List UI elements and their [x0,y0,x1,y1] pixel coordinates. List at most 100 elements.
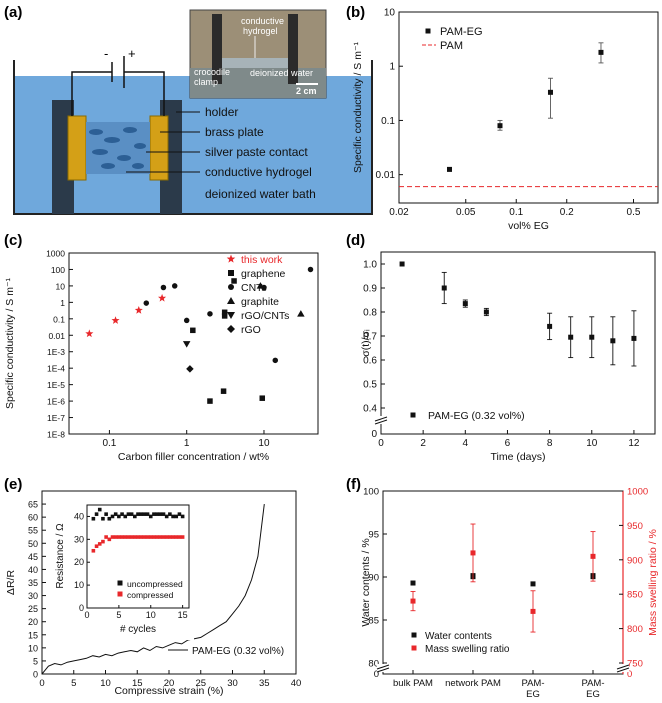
photo-holder-left [212,14,222,84]
y-tick-label: 0 [374,669,379,680]
inset-data-point [91,548,96,553]
y-tick-label: 35 [28,578,38,588]
y2-tick-label: 0 [627,669,632,680]
axis-break-mark [616,664,630,670]
legend-label: Water contents [425,631,492,642]
inset-x-axis-label: # cycles [120,624,156,635]
plot-frame [68,252,319,435]
data-point [220,388,227,394]
y-tick-label: 800 [627,624,643,635]
data-point [598,49,604,55]
y-tick-label: 55 [28,526,38,536]
label-silver-paste: silver paste contact [205,145,308,159]
inset-data-point [139,535,143,539]
legend-label: Mass swelling ratio [425,644,510,655]
x-tick-label: 5 [71,678,76,689]
inset-y-tick-label: 10 [74,580,84,590]
y-tick-label: 1E-7 [47,413,65,423]
x-tick-label: 40 [291,678,302,689]
plot-frame [380,251,656,435]
data-point [158,293,167,302]
axis-break-gap [375,416,387,424]
y-axis-label: Water contents / % [360,538,372,626]
y-axis-label: ΔR/R [5,570,17,596]
x-axis-label: Compressive strain (%) [114,685,223,697]
inset-data-point [142,535,147,539]
inset-data-point [139,512,143,516]
y-tick-label: 25 [28,604,38,614]
data-point [307,266,314,273]
legend-label: PAM-EG (0.32 vol%) [428,410,525,422]
data-point [441,285,447,291]
x-tick-label: 0.5 [627,207,641,218]
inset-y-tick-label: 0 [79,603,84,613]
inset-data-point [107,516,112,521]
x-tick-label: network PAM [445,678,501,689]
y-tick-label: 1E-6 [47,397,65,407]
legend-label: PAM-EG [440,26,483,38]
label-holder: holder [205,105,238,119]
bath-container [13,60,373,215]
data-point [497,123,503,129]
inset-data-point [174,535,179,539]
data-point [462,301,468,307]
inset-data-point [129,512,134,516]
photo-label-clamp-1: crocodile [194,67,230,77]
inset-legend-marker [117,580,123,586]
data-point [547,323,553,329]
inset-data-point [123,514,128,519]
inset-data-point [171,514,175,519]
inset-data-point [155,512,159,516]
x-tick-label: PAM- [581,678,604,689]
polarity-plus: + [128,46,136,61]
y-tick-label: 1E-5 [47,380,65,390]
x-tick-label: 0.1 [102,438,116,449]
inset-data-point [145,512,150,516]
inset-data-point [148,514,153,519]
y-tick-label: 0.1 [53,314,65,324]
x-axis-label: Carbon filler concentration / wt% [118,451,269,463]
y-tick-label: 85 [368,616,379,627]
inset-data-point [91,516,96,521]
inset-data-point [120,535,124,539]
inset-data-point [107,537,112,542]
inset-data-point [155,535,159,539]
x-tick-label: 25 [195,678,206,689]
inset-data-point [113,512,118,516]
y-tick-label: 5 [33,656,38,666]
x-tick-label: 0.2 [560,207,574,218]
label-brass-plate: brass plate [205,125,264,139]
chart-e: 0 5 10 15 20 25 30 35 40051015202530354045505560… [5,490,302,697]
x-tick-label: 10 [586,438,598,449]
inset-data-point [133,535,137,539]
data-point [111,316,120,324]
y-tick-label: 65 [28,500,38,510]
data-point [589,334,595,340]
x-tick-label: 8 [547,438,553,449]
wire-right [124,71,165,116]
axis-break-mark [376,664,390,670]
panel-a: (a) - + [4,4,373,215]
inset-legend-label: compressed [127,590,174,600]
y-tick-label: 10 [56,281,66,291]
inset-data-point [177,512,182,516]
inset-data-point [117,514,121,519]
brass-plate-left [67,115,87,181]
y-tick-label: 0.01 [376,170,396,181]
legend-label: rGO/CNTs [241,310,289,322]
data-point [221,313,228,319]
inset-data-point [94,544,99,548]
brass-plate-right [149,115,169,181]
y-tick-label: 0.5 [363,380,377,391]
water-content-point [410,580,416,586]
y-tick-label: 15 [28,630,38,640]
x-tick-label: 0.1 [509,207,523,218]
inset-data-point [136,512,140,516]
data-point [207,398,213,404]
y-tick-label: 0.6 [363,356,377,367]
data-point [221,309,228,316]
legend-marker [411,645,417,651]
data-point [231,278,237,284]
data-point [272,357,279,364]
